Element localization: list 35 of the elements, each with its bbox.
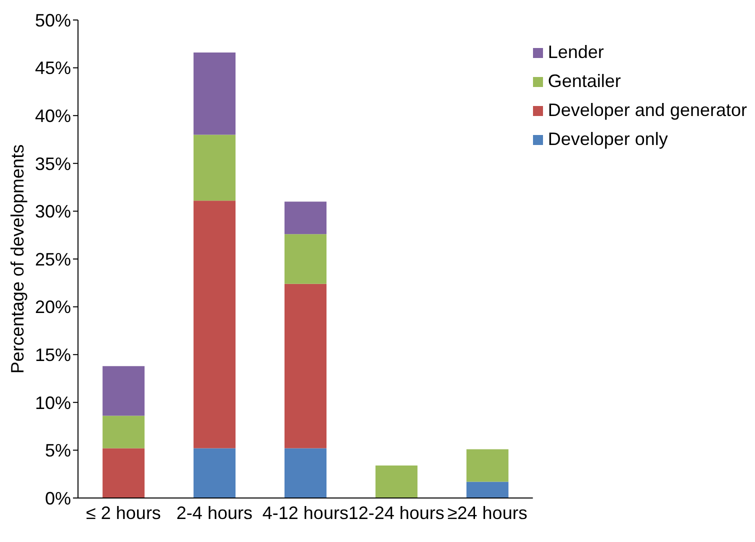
y-axis-title: Percentage of developments — [7, 144, 28, 374]
legend-label: Developer only — [548, 128, 668, 151]
x-tick-label: ≥24 hours — [447, 502, 528, 523]
y-tick-label: 15% — [34, 344, 71, 365]
legend-label: Lender — [548, 41, 604, 64]
bar — [375, 465, 418, 498]
y-tick-label: 20% — [34, 297, 71, 318]
y-tick-label: 40% — [34, 106, 71, 126]
bar — [102, 448, 145, 498]
bar — [466, 449, 508, 482]
bar — [194, 448, 236, 498]
bar — [466, 482, 508, 498]
x-tick-label: 4-12 hours — [262, 502, 348, 523]
y-tick-label: 35% — [34, 154, 71, 174]
y-tick-label: 10% — [34, 392, 71, 413]
bar — [284, 448, 327, 498]
x-tick-label: 2-4 hours — [176, 502, 252, 523]
bar — [194, 134, 236, 201]
bar — [284, 284, 327, 448]
y-tick-label: 45% — [34, 58, 71, 78]
x-tick-label: ≤ 2 hours — [86, 502, 161, 523]
y-tick-label: 25% — [34, 249, 71, 270]
bar — [284, 234, 327, 284]
y-tick-label: 50% — [34, 10, 71, 30]
x-tick-label: 12-24 hours — [348, 502, 444, 523]
y-tick-label: 30% — [34, 202, 71, 222]
legend-label: Gentailer — [548, 70, 621, 93]
bar — [194, 200, 236, 448]
bar — [194, 52, 236, 135]
bar — [102, 416, 145, 448]
y-tick-label: 0% — [44, 488, 71, 508]
y-tick-label: 5% — [44, 440, 71, 461]
bar — [102, 366, 145, 416]
bar — [284, 202, 327, 234]
legend-label: Developer and generator — [548, 99, 747, 122]
